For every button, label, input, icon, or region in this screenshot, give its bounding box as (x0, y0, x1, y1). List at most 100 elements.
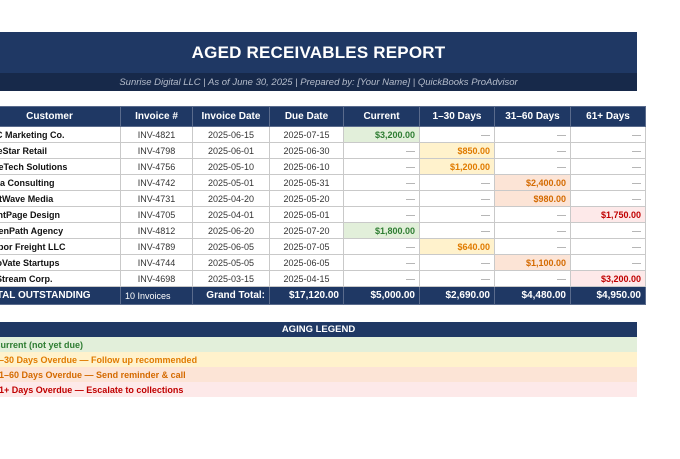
customer-cell[interactable]: FrontPage Design (0, 206, 121, 223)
due-date-cell[interactable]: 2025-04-15 (269, 270, 344, 287)
header-invoice-date[interactable]: Invoice Date (192, 106, 270, 127)
invoice-date-cell[interactable]: 2025-06-01 (192, 142, 270, 159)
d30-cell[interactable]: — (419, 190, 495, 207)
grand-total-value[interactable]: $17,120.00 (269, 286, 344, 305)
invoice-date-cell[interactable]: 2025-06-20 (192, 222, 270, 239)
total-31-60-days[interactable]: $4,480.00 (494, 286, 571, 305)
current-cell[interactable]: — (343, 254, 420, 271)
d30-cell[interactable]: — (419, 174, 495, 191)
report-subtitle: Sunrise Digital LLC | As of June 30, 202… (119, 76, 518, 88)
d30-cell[interactable]: — (419, 206, 495, 223)
due-date-cell[interactable]: 2025-06-30 (269, 142, 344, 159)
invoice-cell[interactable]: INV-4731 (120, 190, 193, 207)
invoice-cell[interactable]: INV-4821 (120, 126, 193, 143)
current-cell[interactable]: — (343, 270, 420, 287)
due-date-cell[interactable]: 2025-06-10 (269, 158, 344, 175)
invoice-date-cell[interactable]: 2025-05-10 (192, 158, 270, 175)
d61-cell[interactable]: — (570, 174, 646, 191)
d30-cell[interactable]: $850.00 (419, 142, 495, 159)
invoice-date-cell[interactable]: 2025-04-20 (192, 190, 270, 207)
current-cell[interactable]: — (343, 158, 420, 175)
total-1-30-days[interactable]: $2,690.00 (419, 286, 495, 305)
d61-cell[interactable]: $1,750.00 (570, 206, 646, 223)
table-row: BlueStar Retail INV-4798 2025-06-01 2025… (0, 142, 646, 159)
d60-cell[interactable]: — (494, 270, 571, 287)
current-cell[interactable]: — (343, 238, 420, 255)
due-date-cell[interactable]: 2025-05-31 (269, 174, 344, 191)
current-cell[interactable]: — (343, 142, 420, 159)
invoice-date-cell[interactable]: 2025-03-15 (192, 270, 270, 287)
invoice-cell[interactable]: INV-4789 (120, 238, 193, 255)
invoice-cell[interactable]: INV-4756 (120, 158, 193, 175)
d61-cell[interactable]: — (570, 190, 646, 207)
d30-cell[interactable]: $1,200.00 (419, 158, 495, 175)
customer-cell[interactable]: Harbor Freight LLC (0, 238, 121, 255)
d61-cell[interactable]: — (570, 142, 646, 159)
invoice-date-cell[interactable]: 2025-04-01 (192, 206, 270, 223)
d60-cell[interactable]: — (494, 158, 571, 175)
current-cell[interactable]: — (343, 206, 420, 223)
d60-cell[interactable]: $980.00 (494, 190, 571, 207)
d60-cell[interactable]: — (494, 142, 571, 159)
customer-cell[interactable]: EastWave Media (0, 190, 121, 207)
current-cell[interactable]: — (343, 174, 420, 191)
total-61-plus-days[interactable]: $4,950.00 (570, 286, 646, 305)
current-cell[interactable]: $3,200.00 (343, 126, 420, 143)
customer-cell[interactable]: Delta Consulting (0, 174, 121, 191)
current-cell[interactable]: $1,800.00 (343, 222, 420, 239)
header-31-60-days[interactable]: 31–60 Days (494, 106, 571, 127)
invoice-cell[interactable]: INV-4698 (120, 270, 193, 287)
header-invoice-number[interactable]: Invoice # (120, 106, 193, 127)
invoice-date-cell[interactable]: 2025-06-15 (192, 126, 270, 143)
header-customer[interactable]: Customer (0, 106, 121, 127)
customer-cell[interactable]: InnoVate Startups (0, 254, 121, 271)
customer-cell[interactable]: JetStream Corp. (0, 270, 121, 287)
d30-cell[interactable]: — (419, 222, 495, 239)
d60-cell[interactable]: — (494, 222, 571, 239)
invoice-date-cell[interactable]: 2025-05-05 (192, 254, 270, 271)
header-1-30-days[interactable]: 1–30 Days (419, 106, 495, 127)
customer-cell[interactable]: BlueStar Retail (0, 142, 121, 159)
header-61-plus-days[interactable]: 61+ Days (570, 106, 646, 127)
legend-item-61-plus-days: 61+ Days Overdue — Escalate to collectio… (0, 382, 637, 397)
d61-cell[interactable]: — (570, 158, 646, 175)
due-date-cell[interactable]: 2025-07-20 (269, 222, 344, 239)
d60-cell[interactable]: — (494, 238, 571, 255)
table-row: Harbor Freight LLC INV-4789 2025-06-05 2… (0, 238, 646, 255)
customer-cell[interactable]: CoreTech Solutions (0, 158, 121, 175)
customer-cell[interactable]: ABC Marketing Co. (0, 126, 121, 143)
d60-cell[interactable]: — (494, 126, 571, 143)
total-current[interactable]: $5,000.00 (343, 286, 420, 305)
d30-cell[interactable]: — (419, 270, 495, 287)
d61-cell[interactable]: — (570, 126, 646, 143)
invoice-cell[interactable]: INV-4798 (120, 142, 193, 159)
due-date-cell[interactable]: 2025-05-20 (269, 190, 344, 207)
d60-cell[interactable]: $1,100.00 (494, 254, 571, 271)
d30-cell[interactable]: — (419, 254, 495, 271)
header-current[interactable]: Current (343, 106, 420, 127)
customer-cell[interactable]: GreenPath Agency (0, 222, 121, 239)
header-due-date[interactable]: Due Date (269, 106, 344, 127)
due-date-cell[interactable]: 2025-06-05 (269, 254, 344, 271)
due-date-cell[interactable]: 2025-05-01 (269, 206, 344, 223)
d61-cell[interactable]: — (570, 222, 646, 239)
due-date-cell[interactable]: 2025-07-05 (269, 238, 344, 255)
legend-title: AGING LEGEND (0, 322, 637, 337)
invoice-cell[interactable]: INV-4744 (120, 254, 193, 271)
d61-cell[interactable]: — (570, 254, 646, 271)
d61-cell[interactable]: $3,200.00 (570, 270, 646, 287)
legend-item-current: Current (not yet due) (0, 337, 637, 352)
invoice-cell[interactable]: INV-4705 (120, 206, 193, 223)
invoice-cell[interactable]: INV-4812 (120, 222, 193, 239)
invoice-cell[interactable]: INV-4742 (120, 174, 193, 191)
current-cell[interactable]: — (343, 190, 420, 207)
d60-cell[interactable]: — (494, 206, 571, 223)
d61-cell[interactable]: — (570, 238, 646, 255)
report-subtitle-band: Sunrise Digital LLC | As of June 30, 202… (0, 73, 637, 91)
due-date-cell[interactable]: 2025-07-15 (269, 126, 344, 143)
invoice-date-cell[interactable]: 2025-05-01 (192, 174, 270, 191)
d30-cell[interactable]: $640.00 (419, 238, 495, 255)
invoice-date-cell[interactable]: 2025-06-05 (192, 238, 270, 255)
d30-cell[interactable]: — (419, 126, 495, 143)
d60-cell[interactable]: $2,400.00 (494, 174, 571, 191)
